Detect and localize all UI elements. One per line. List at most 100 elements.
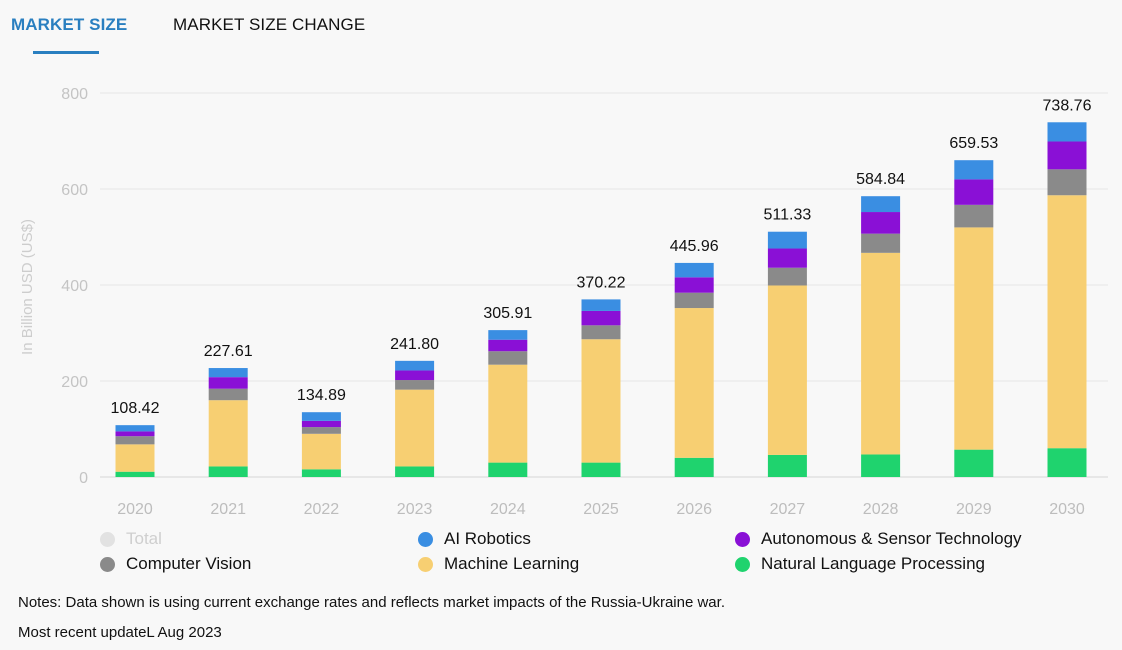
- bar-segment-natural-language-processing[interactable]: [208, 466, 248, 477]
- legend-item-computer-vision[interactable]: Computer Vision: [100, 554, 251, 574]
- bar-segment-machine-learning[interactable]: [861, 252, 901, 455]
- bar-segment-machine-learning[interactable]: [1047, 195, 1087, 449]
- tab-market-size[interactable]: MARKET SIZE: [11, 15, 128, 34]
- bar-segment-computer-vision[interactable]: [395, 380, 435, 390]
- bar-total-label: 241.80: [390, 336, 439, 353]
- x-tick-label: 2030: [1049, 501, 1085, 518]
- bar-segment-machine-learning[interactable]: [395, 389, 435, 467]
- bar-segment-natural-language-processing[interactable]: [115, 471, 155, 477]
- bar-segment-ai-robotics[interactable]: [954, 160, 994, 180]
- bar-segment-natural-language-processing[interactable]: [1047, 448, 1087, 477]
- bar-segment-computer-vision[interactable]: [767, 267, 807, 286]
- bar-segment-autonomous-sensor-technology[interactable]: [581, 310, 621, 326]
- chart-tabs: MARKET SIZE MARKET SIZE CHANGE: [0, 0, 1122, 56]
- bar-segment-computer-vision[interactable]: [115, 436, 155, 445]
- bar-total-label: 108.42: [111, 400, 160, 417]
- x-tick-label: 2028: [863, 501, 899, 518]
- bar-segment-machine-learning[interactable]: [301, 433, 341, 470]
- x-tick-label: 2024: [490, 501, 526, 518]
- bar-segment-natural-language-processing[interactable]: [301, 469, 341, 477]
- bar-total-label: 445.96: [670, 238, 719, 255]
- bar-segment-computer-vision[interactable]: [581, 325, 621, 340]
- bar-segment-autonomous-sensor-technology[interactable]: [954, 179, 994, 205]
- bar-segment-computer-vision[interactable]: [861, 233, 901, 253]
- bar-segment-natural-language-processing[interactable]: [674, 457, 714, 477]
- legend-item-natural-language-processing[interactable]: Natural Language Processing: [735, 554, 985, 574]
- bar-segment-machine-learning[interactable]: [767, 285, 807, 455]
- legend-label: Computer Vision: [126, 554, 252, 573]
- legend-item-autonomous-sensor-technology[interactable]: Autonomous & Sensor Technology: [735, 529, 1022, 549]
- bar-segment-machine-learning[interactable]: [954, 227, 994, 450]
- bar-segment-ai-robotics[interactable]: [581, 299, 621, 311]
- bar-segment-ai-robotics[interactable]: [488, 330, 528, 340]
- legend-swatch-icon: [100, 556, 115, 572]
- legend-label: AI Robotics: [444, 529, 531, 548]
- stacked-bar-chart: 0 200 400 600 800 In Billion USD (US$) 108.42 2…: [19, 86, 1108, 518]
- bar-segment-computer-vision[interactable]: [488, 351, 528, 365]
- bar-segment-machine-learning[interactable]: [674, 308, 714, 458]
- last-update-text: Most recent updateL Aug 2023: [18, 624, 222, 641]
- bar-segment-autonomous-sensor-technology[interactable]: [301, 420, 341, 428]
- bar-segment-computer-vision[interactable]: [954, 204, 994, 228]
- bar-segment-autonomous-sensor-technology[interactable]: [488, 339, 528, 352]
- legend-label: Machine Learning: [444, 554, 580, 573]
- y-tick-label: 800: [61, 86, 88, 103]
- bar-segment-ai-robotics[interactable]: [674, 262, 714, 278]
- bar-segment-ai-robotics[interactable]: [395, 360, 435, 371]
- bar-segment-ai-robotics[interactable]: [861, 196, 901, 213]
- bar-segment-ai-robotics[interactable]: [1047, 122, 1087, 142]
- x-tick-label: 2029: [956, 501, 992, 518]
- bar-segment-natural-language-processing[interactable]: [395, 466, 435, 477]
- bar-segment-natural-language-processing[interactable]: [767, 454, 807, 477]
- bar-segment-machine-learning[interactable]: [115, 444, 155, 472]
- bar-segment-autonomous-sensor-technology[interactable]: [861, 212, 901, 234]
- bar-segment-autonomous-sensor-technology[interactable]: [208, 377, 248, 389]
- legend-swatch-icon: [100, 531, 115, 547]
- bar-segment-machine-learning[interactable]: [581, 339, 621, 463]
- notes-text: Notes: Data shown is using current excha…: [18, 594, 725, 611]
- bar-total-label: 659.53: [949, 135, 998, 152]
- bar-segment-ai-robotics[interactable]: [115, 425, 155, 432]
- bar-segment-autonomous-sensor-technology[interactable]: [395, 370, 435, 381]
- legend-item-total[interactable]: Total: [100, 529, 162, 549]
- bar-segment-natural-language-processing[interactable]: [954, 449, 994, 477]
- bar-total-label: 227.61: [204, 343, 253, 360]
- bar-segment-ai-robotics[interactable]: [767, 231, 807, 249]
- bar-segment-natural-language-processing[interactable]: [581, 462, 621, 477]
- bar-total-label: 305.91: [483, 305, 532, 322]
- bar-segment-machine-learning[interactable]: [208, 400, 248, 467]
- bar-total-label: 511.33: [764, 207, 812, 224]
- x-tick-label: 2026: [676, 501, 712, 518]
- legend-swatch-icon: [418, 531, 433, 547]
- x-tick-label: 2021: [210, 501, 246, 518]
- legend-swatch-icon: [735, 556, 750, 572]
- bar-total-label: 134.89: [297, 387, 346, 404]
- bar-segment-natural-language-processing[interactable]: [861, 454, 901, 477]
- bar-segment-autonomous-sensor-technology[interactable]: [115, 431, 155, 437]
- bar-segment-ai-robotics[interactable]: [208, 368, 248, 378]
- x-tick-label: 2022: [304, 501, 340, 518]
- bar-total-label: 738.76: [1043, 97, 1092, 114]
- bar-segment-autonomous-sensor-technology[interactable]: [767, 248, 807, 268]
- legend-label: Autonomous & Sensor Technology: [761, 529, 1022, 548]
- bar-segment-computer-vision[interactable]: [674, 292, 714, 309]
- tab-market-size-change[interactable]: MARKET SIZE CHANGE: [173, 15, 366, 34]
- bar-segment-natural-language-processing[interactable]: [488, 462, 528, 477]
- x-tick-label: 2023: [397, 501, 433, 518]
- x-tick-label: 2020: [117, 501, 153, 518]
- bar-segment-computer-vision[interactable]: [208, 388, 248, 401]
- bar-segment-autonomous-sensor-technology[interactable]: [1047, 141, 1087, 170]
- legend-label: Total: [126, 529, 162, 548]
- y-axis-label: In Billion USD (US$): [19, 219, 36, 355]
- bar-segment-machine-learning[interactable]: [488, 364, 528, 463]
- active-tab-indicator: [33, 51, 99, 54]
- bar-segment-computer-vision[interactable]: [301, 427, 341, 434]
- bar-segment-computer-vision[interactable]: [1047, 169, 1087, 196]
- y-tick-label: 400: [61, 278, 88, 295]
- legend-item-machine-learning[interactable]: Machine Learning: [418, 554, 579, 574]
- y-tick-label: 200: [61, 374, 88, 391]
- bar-segment-ai-robotics[interactable]: [301, 412, 341, 421]
- bar-segment-autonomous-sensor-technology[interactable]: [674, 277, 714, 293]
- legend-item-ai-robotics[interactable]: AI Robotics: [418, 529, 531, 549]
- x-tick-label: 2027: [770, 501, 806, 518]
